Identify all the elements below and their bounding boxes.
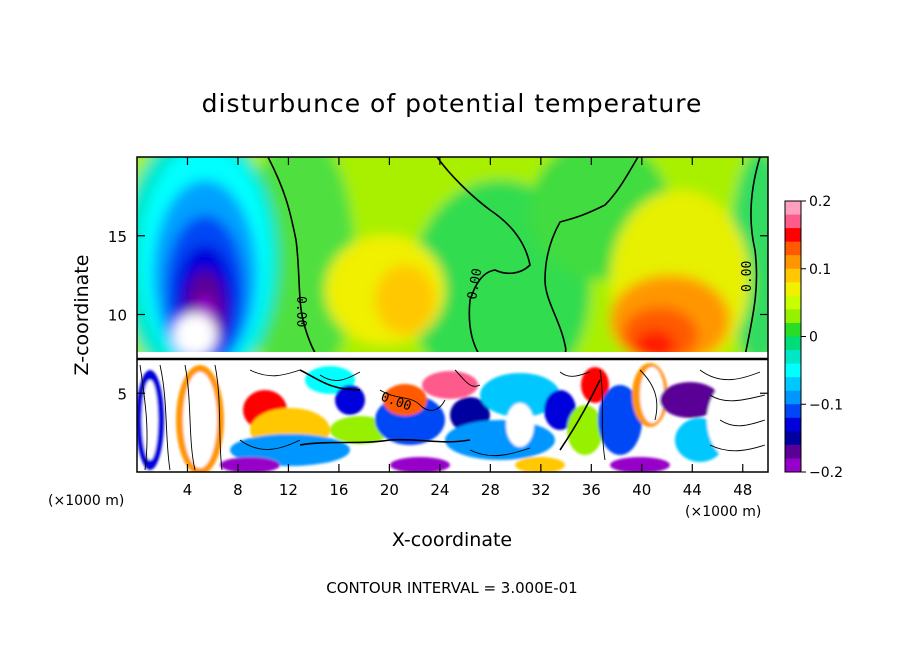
colorbar-swatch: [785, 214, 801, 229]
y-tick-label: 15: [108, 228, 127, 246]
x-tick-label: 16: [329, 481, 348, 499]
contour-label: 0.00: [740, 261, 755, 292]
x-tick-label: 12: [279, 481, 298, 499]
colorbar-swatch: [785, 322, 801, 337]
colorbar-tick-label: 0.2: [809, 194, 831, 210]
colorbar-swatch: [785, 228, 801, 243]
x-unit-label-right: (×1000 m): [685, 504, 761, 520]
x-axis: 4 8 12 16 20 24 28 32 36 40 44 48: [183, 157, 752, 499]
plot-area: 0.00 0.00 0.00 0.00: [137, 157, 768, 472]
x-tick-label: 24: [430, 481, 449, 499]
colorbar-swatch: [785, 350, 801, 365]
x-tick-label: 4: [183, 481, 193, 499]
y-tick-label: 10: [108, 307, 127, 325]
colorbar-tick-label: 0: [809, 330, 818, 346]
contour-interval-annotation: CONTOUR INTERVAL = 3.000E-01: [326, 579, 577, 597]
colorbar-swatch: [785, 404, 801, 419]
y-axis-label: Z-coordinate: [71, 255, 93, 376]
x-unit-label-left: (×1000 m): [48, 493, 124, 509]
chart-title: disturbunce of potential temperature: [202, 89, 703, 118]
x-axis-label: X-coordinate: [392, 529, 512, 551]
contour-label: 0.00: [293, 296, 308, 327]
colorbar-swatch: [785, 363, 801, 378]
colorbar-swatch: [785, 417, 801, 432]
colorbar-swatch: [785, 444, 801, 459]
colorbar-swatch: [785, 241, 801, 256]
colorbar-swatch: [785, 458, 801, 473]
y-tick-label: 5: [117, 385, 127, 403]
colorbar-swatch: [785, 336, 801, 351]
lower-field: [137, 360, 768, 472]
colorbar-swatch: [785, 431, 801, 446]
colorbar-swatch: [785, 390, 801, 405]
x-tick-label: 28: [481, 481, 500, 499]
lower-zero-contours: [299, 369, 601, 451]
colorbar-tick-label: −0.2: [809, 465, 843, 481]
x-tick-label: 40: [632, 481, 651, 499]
colorbar-swatch: [785, 255, 801, 270]
x-tick-label: 8: [233, 481, 243, 499]
colorbar-swatch: [785, 268, 801, 283]
colorbar-swatch: [785, 309, 801, 324]
colorbar-swatch: [785, 295, 801, 310]
colorbar: 0.2 0.1 0 −0.1 −0.2: [784, 194, 843, 481]
x-tick-label: 20: [380, 481, 399, 499]
y-axis: 5 10 15: [108, 228, 768, 403]
colorbar-swatch: [785, 282, 801, 297]
zero-contours-upper: [267, 157, 761, 359]
x-tick-label: 48: [733, 481, 752, 499]
contour-label: 0.00: [465, 267, 485, 300]
x-tick-label: 32: [531, 481, 550, 499]
x-tick-label: 44: [683, 481, 702, 499]
colorbar-tick-label: −0.1: [809, 397, 843, 413]
colorbar-swatch: [785, 201, 801, 216]
upper-field: [137, 157, 768, 360]
lower-contours: [139, 364, 766, 471]
x-tick-label: 36: [582, 481, 601, 499]
colorbar-tick-label: 0.1: [809, 262, 831, 278]
colorbar-swatch: [785, 377, 801, 392]
